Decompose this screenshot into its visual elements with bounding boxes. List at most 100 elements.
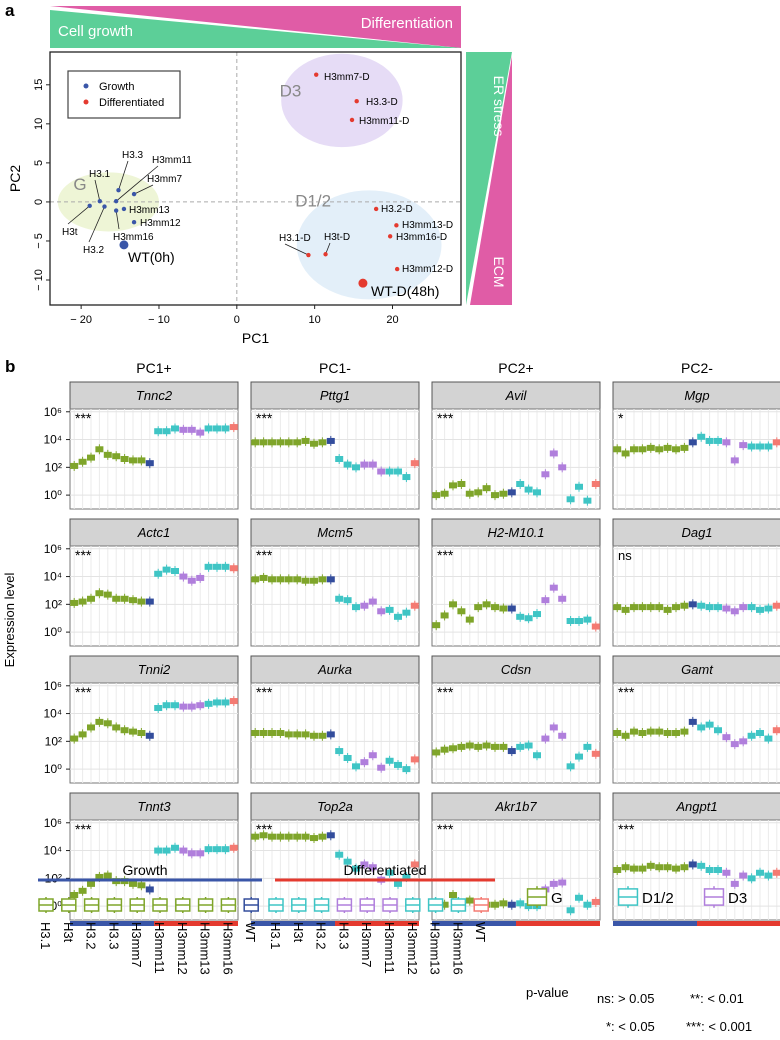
gene-name: Tnni2 bbox=[138, 662, 171, 677]
pvalue-title: p-value bbox=[526, 985, 569, 1000]
sample-box bbox=[368, 461, 377, 468]
sample-label: H3.1 bbox=[268, 922, 283, 949]
sample-box bbox=[474, 489, 483, 496]
sample-box bbox=[655, 728, 664, 735]
sample-box bbox=[714, 604, 722, 611]
sample-box bbox=[87, 595, 95, 602]
sample-box bbox=[722, 869, 731, 876]
sample-box bbox=[145, 886, 154, 893]
sample-box bbox=[259, 730, 268, 736]
sample-box bbox=[137, 730, 146, 736]
sample-box bbox=[352, 604, 360, 611]
sample-box bbox=[714, 867, 722, 873]
side-er-stress-wedge bbox=[466, 52, 512, 305]
sample-box bbox=[171, 702, 179, 709]
y-tick-label: 10⁴ bbox=[43, 570, 62, 584]
sample-box bbox=[524, 615, 533, 622]
sample-box bbox=[730, 457, 739, 464]
pca-point-label: WT-D(48h) bbox=[371, 283, 439, 299]
sample-label: H3mm13 bbox=[198, 922, 213, 975]
sample-box bbox=[558, 464, 567, 471]
pca-point-label: H3mm13-D bbox=[402, 220, 453, 231]
sample-box bbox=[268, 833, 276, 840]
sample-box bbox=[343, 597, 352, 604]
significance-label: *** bbox=[75, 547, 92, 563]
gene-strip bbox=[612, 655, 780, 684]
sample-box bbox=[229, 424, 238, 431]
column-title: PC1- bbox=[319, 360, 351, 376]
sample-box bbox=[613, 867, 622, 873]
y-tick-label: 10⁴ bbox=[43, 707, 62, 721]
gene-strip bbox=[69, 792, 239, 821]
sample-box bbox=[621, 864, 630, 871]
y-tick-label: 10⁴ bbox=[43, 433, 62, 447]
sample-box bbox=[764, 872, 773, 879]
sample-box bbox=[360, 461, 369, 468]
sample-box bbox=[204, 700, 213, 707]
pca-point bbox=[116, 188, 121, 193]
sample-box bbox=[449, 601, 457, 608]
significance-label: ns bbox=[618, 548, 632, 563]
gene-strip bbox=[612, 518, 780, 547]
sample-box bbox=[310, 577, 318, 584]
sample-box bbox=[739, 872, 748, 879]
sample-box bbox=[646, 604, 655, 611]
y-tick-label: − 5 bbox=[33, 233, 45, 249]
sample-box bbox=[78, 731, 87, 738]
sample-box bbox=[360, 759, 369, 766]
sample-box bbox=[646, 862, 655, 869]
sample-box bbox=[533, 611, 541, 618]
gene-name: H2-M10.1 bbox=[487, 525, 544, 540]
y-tick-label: 10⁰ bbox=[44, 625, 62, 639]
sample-box bbox=[251, 439, 260, 446]
sample-box bbox=[318, 439, 327, 446]
panel-frame bbox=[612, 408, 780, 510]
sample-box bbox=[385, 606, 394, 613]
sample-box bbox=[655, 604, 664, 611]
sample-box bbox=[162, 847, 171, 854]
pca-point-label: H3.3 bbox=[122, 150, 144, 161]
sample-box bbox=[352, 865, 360, 872]
sample-box bbox=[591, 898, 600, 905]
banner-cell-growth: Cell growth bbox=[58, 23, 133, 40]
pca-point-label: H3.1-D bbox=[279, 233, 311, 244]
sample-box bbox=[377, 608, 386, 615]
sample-box bbox=[638, 730, 647, 736]
sample-box bbox=[730, 880, 739, 887]
sample-label: H3mm16 bbox=[220, 922, 235, 975]
sample-box bbox=[112, 595, 121, 602]
sample-box bbox=[129, 457, 137, 464]
sample-box bbox=[772, 439, 780, 446]
sample-box bbox=[154, 428, 163, 435]
gene-strip bbox=[250, 381, 420, 410]
legend-marker bbox=[83, 83, 89, 89]
sample-box bbox=[78, 598, 87, 605]
pca-point bbox=[373, 206, 379, 212]
sample-box bbox=[575, 618, 583, 624]
gene-name: Mgp bbox=[684, 388, 709, 403]
growth-bar bbox=[70, 921, 154, 926]
sample-box bbox=[516, 613, 525, 620]
sample-box bbox=[583, 743, 592, 750]
gene-name: Cdsn bbox=[501, 662, 531, 677]
sample-box bbox=[259, 832, 268, 839]
sample-label: H3t bbox=[61, 922, 76, 943]
gene-strip bbox=[431, 792, 601, 821]
sample-box bbox=[756, 443, 764, 450]
pca-point bbox=[387, 234, 393, 239]
pca-point-label: H3mm7 bbox=[147, 174, 182, 185]
sample-box bbox=[251, 833, 260, 840]
sample-box bbox=[613, 730, 622, 736]
sample-box bbox=[646, 444, 655, 451]
sample-box bbox=[268, 730, 276, 736]
label-leader-line bbox=[115, 165, 159, 202]
sample-box bbox=[432, 622, 441, 629]
sample-label: H3mm7 bbox=[129, 922, 144, 968]
sample-box bbox=[301, 577, 310, 584]
sample-box bbox=[672, 604, 680, 611]
pca-point-label: H3mm16-D bbox=[396, 232, 447, 243]
sample-box bbox=[465, 616, 474, 623]
pca-point bbox=[113, 198, 119, 204]
gene-name: Dag1 bbox=[681, 525, 712, 540]
sample-box bbox=[705, 604, 714, 611]
